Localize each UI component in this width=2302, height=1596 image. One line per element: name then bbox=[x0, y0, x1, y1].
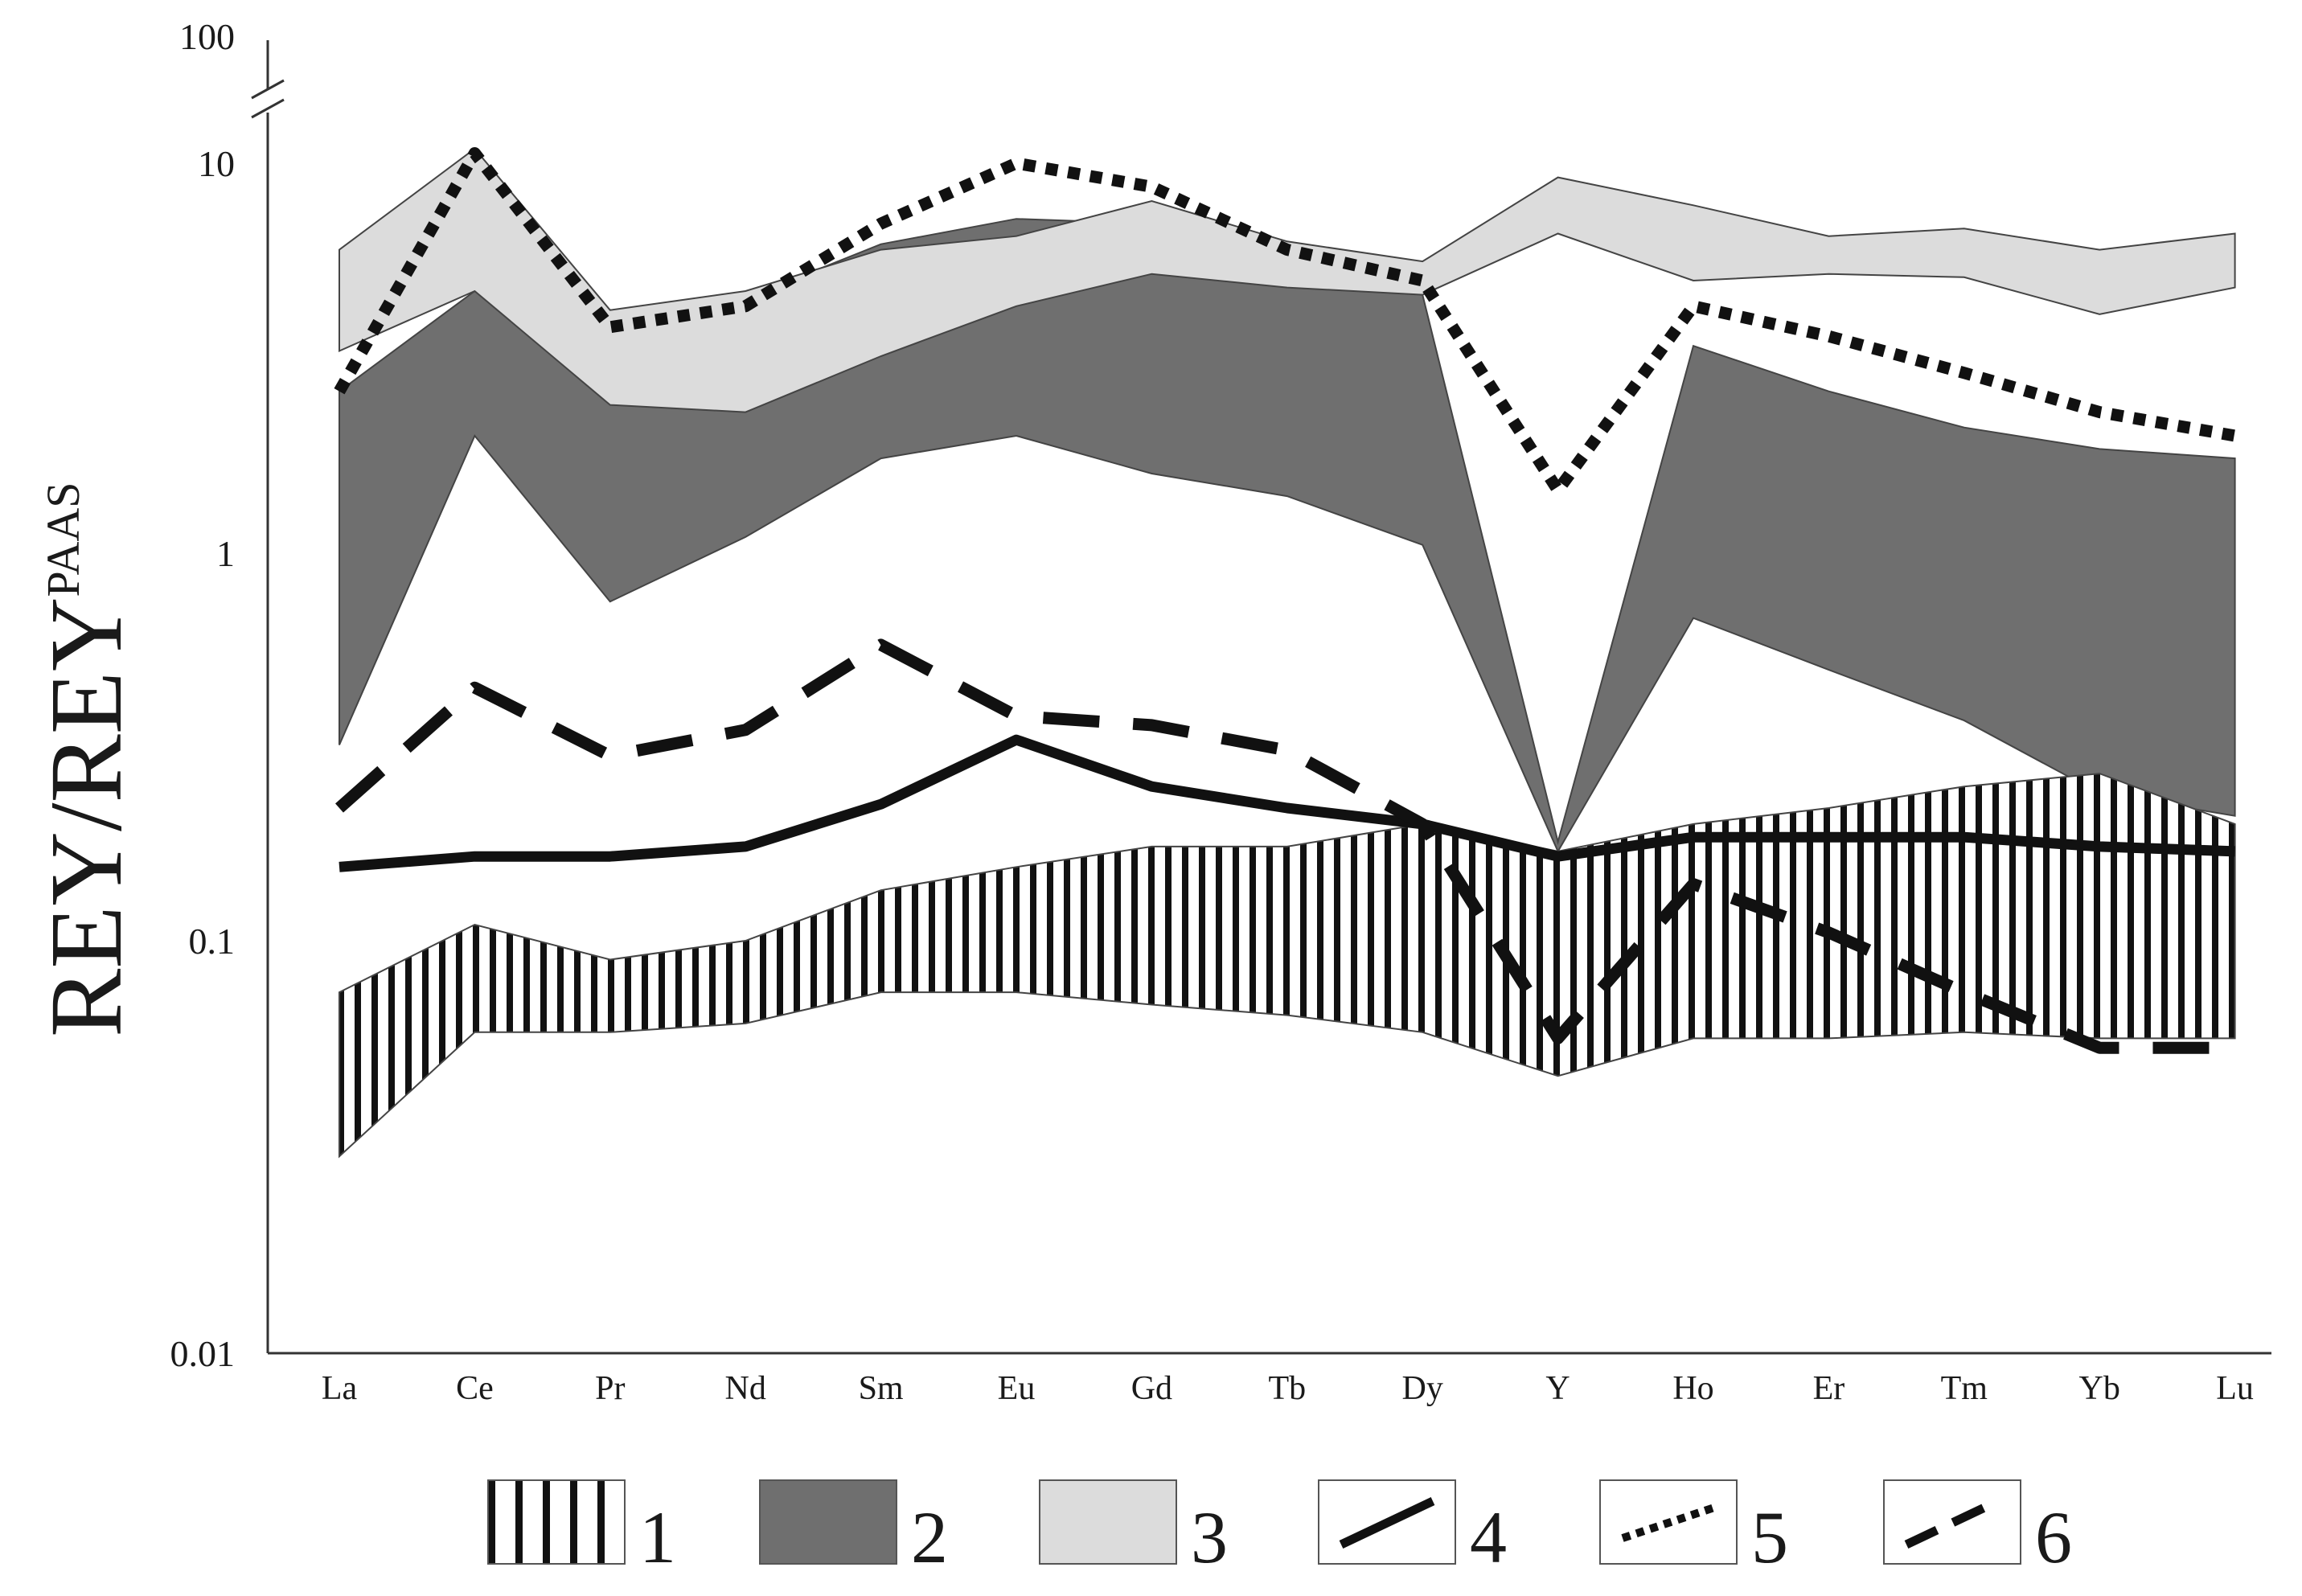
x-category-label: Ho bbox=[1672, 1370, 1713, 1407]
legend-item-4: 4 bbox=[1318, 1479, 1507, 1578]
y-axis-title-superscript: PAAS bbox=[37, 482, 89, 597]
legend-item-5: 5 bbox=[1599, 1479, 1788, 1578]
x-category-label: Pr bbox=[595, 1370, 625, 1407]
x-category-label: Nd bbox=[725, 1370, 766, 1407]
legend-label-6: 6 bbox=[2035, 1496, 2072, 1578]
legend-line-sample-5 bbox=[1621, 1504, 1716, 1542]
legend-item-1: 1 bbox=[487, 1479, 676, 1578]
axis-break-mark-upper bbox=[251, 79, 285, 100]
x-category-label: La bbox=[322, 1370, 358, 1407]
legend-label-1: 1 bbox=[639, 1496, 676, 1578]
legend-swatch-2 bbox=[759, 1479, 897, 1565]
legend-label-2: 2 bbox=[911, 1496, 948, 1578]
legend-line-sample-6 bbox=[1904, 1497, 2000, 1549]
x-category-label: Ce bbox=[456, 1370, 494, 1407]
y-axis-title-main: REY/REY bbox=[29, 597, 143, 1037]
legend-label-3: 3 bbox=[1191, 1496, 1228, 1578]
series-line-5 bbox=[334, 147, 2236, 497]
legend-item-6: 6 bbox=[1883, 1479, 2072, 1578]
y-axis-title: REY/REYPAAS bbox=[29, 482, 143, 1037]
x-category-label: Er bbox=[1813, 1370, 1845, 1407]
x-category-label: Tb bbox=[1268, 1370, 1306, 1407]
legend-label-4: 4 bbox=[1470, 1496, 1507, 1578]
legend-line-sample-4 bbox=[1339, 1497, 1435, 1549]
band-3 bbox=[339, 147, 2236, 413]
legend-item-3: 3 bbox=[1039, 1479, 1228, 1578]
y-ticks: 0.01 0.1 1 10 100 bbox=[170, 16, 236, 1374]
lines-layer bbox=[334, 147, 2236, 1054]
axes: 0.01 0.1 1 10 100 La Ce Pr Nd Sm Eu Gd Tb Dy Y Ho Er Tm Y… bbox=[170, 16, 2271, 1407]
legend-swatch-6 bbox=[1883, 1479, 2021, 1565]
y-tick-label: 0.01 bbox=[170, 1333, 236, 1374]
axis-break-mark-lower bbox=[251, 98, 285, 119]
x-category-label: Lu bbox=[2216, 1370, 2254, 1407]
y-tick-label: 100 bbox=[179, 16, 235, 57]
band-1 bbox=[339, 773, 2236, 1159]
legend-swatch-3 bbox=[1039, 1479, 1177, 1565]
legend: 1 2 3 4 5 6 bbox=[487, 1479, 2072, 1578]
x-category-label: Gd bbox=[1131, 1370, 1172, 1407]
series-line-4 bbox=[339, 734, 2235, 872]
bands-layer bbox=[339, 147, 2236, 1159]
y-tick-label: 0.1 bbox=[189, 921, 236, 962]
x-category-label: Sm bbox=[859, 1370, 904, 1407]
x-category-label: Eu bbox=[998, 1370, 1036, 1407]
x-category-label: Dy bbox=[1402, 1370, 1443, 1407]
x-category-label: Y bbox=[1545, 1370, 1570, 1407]
series-line-6 bbox=[335, 638, 2235, 1054]
legend-label-5: 5 bbox=[1751, 1496, 1788, 1578]
y-tick-label: 1 bbox=[216, 533, 235, 574]
legend-item-2: 2 bbox=[759, 1479, 948, 1578]
y-tick-label: 10 bbox=[198, 143, 235, 184]
x-category-label: Tm bbox=[1941, 1370, 1988, 1407]
x-categories: La Ce Pr Nd Sm Eu Gd Tb Dy Y Ho Er Tm Yb Lu bbox=[322, 1370, 2254, 1407]
legend-swatch-1 bbox=[487, 1479, 626, 1565]
x-category-label: Yb bbox=[2079, 1370, 2120, 1407]
